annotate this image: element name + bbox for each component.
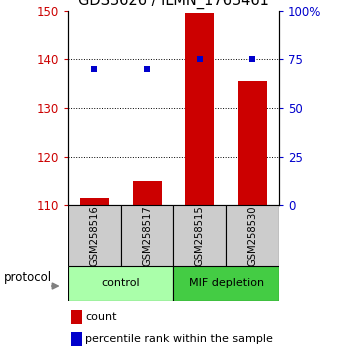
Bar xyxy=(71,310,82,324)
Bar xyxy=(185,13,214,205)
Bar xyxy=(238,81,267,205)
Point xyxy=(144,66,150,72)
Bar xyxy=(68,266,173,301)
Title: GDS3626 / ILMN_1763461: GDS3626 / ILMN_1763461 xyxy=(78,0,269,9)
Bar xyxy=(71,332,82,346)
Bar xyxy=(226,205,279,266)
Text: GSM258515: GSM258515 xyxy=(195,205,205,266)
Bar xyxy=(80,198,109,205)
Text: GSM258517: GSM258517 xyxy=(142,205,152,266)
Text: percentile rank within the sample: percentile rank within the sample xyxy=(85,334,273,344)
Bar xyxy=(173,205,226,266)
Text: control: control xyxy=(101,278,140,288)
Text: MIF depletion: MIF depletion xyxy=(189,278,264,288)
Text: GSM258516: GSM258516 xyxy=(89,205,99,266)
Text: count: count xyxy=(85,312,117,322)
Bar xyxy=(68,205,121,266)
Point xyxy=(250,57,255,62)
Text: GSM258530: GSM258530 xyxy=(248,205,257,266)
Text: protocol: protocol xyxy=(3,272,52,284)
Bar xyxy=(133,181,161,205)
Point xyxy=(197,57,202,62)
Bar xyxy=(121,205,173,266)
Point xyxy=(91,66,97,72)
Bar xyxy=(173,266,279,301)
